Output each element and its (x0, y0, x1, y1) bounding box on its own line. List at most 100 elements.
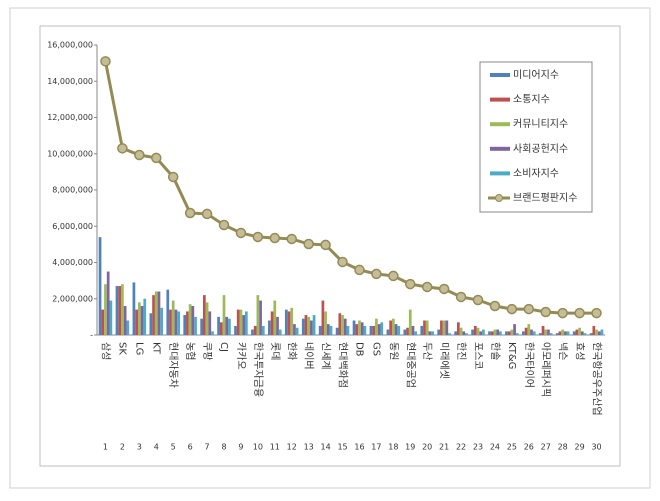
x-tick-label: 효성 (574, 342, 586, 360)
bar (253, 325, 257, 335)
bar (510, 329, 514, 335)
x-tick-label: 한솔 (489, 342, 501, 360)
legend-label: 소통지수 (513, 94, 550, 106)
x-tick-label: 미래에셋 (438, 342, 450, 379)
bar (343, 318, 347, 335)
bar (143, 298, 147, 335)
bar (123, 306, 127, 335)
bar (380, 322, 384, 335)
rank-label: 7 (205, 443, 210, 452)
bar (462, 331, 466, 335)
rank-label: 29 (575, 443, 585, 452)
x-tick-label: DB (353, 342, 364, 357)
x-tick-label: SK (116, 342, 127, 355)
bar (564, 331, 567, 335)
x-tick-label: 현대중공업 (404, 342, 417, 388)
bar (219, 322, 223, 335)
bar (273, 300, 277, 335)
line-marker (235, 227, 247, 239)
bar (431, 331, 434, 335)
bar (420, 325, 424, 335)
bar (169, 309, 172, 335)
bar (583, 333, 587, 335)
bar (408, 309, 412, 335)
line-marker (523, 303, 535, 315)
legend-swatch (490, 73, 510, 77)
bar (324, 311, 327, 335)
bar (259, 300, 262, 335)
y-tick-label: 8,000,000 (52, 186, 93, 195)
x-tick-label: 동원 (387, 342, 399, 360)
bar (397, 325, 401, 335)
bar (414, 331, 418, 335)
bar (276, 316, 279, 335)
bar (448, 333, 451, 335)
line-marker (337, 256, 348, 268)
bar (465, 333, 468, 335)
line-marker (184, 207, 196, 219)
bar (425, 320, 429, 335)
line-marker (557, 307, 568, 319)
x-tick-label: 한진 (455, 342, 467, 360)
bar (507, 331, 511, 335)
x-tick-label: 삼성 (99, 342, 111, 360)
bar (149, 313, 153, 335)
bar (496, 329, 499, 335)
x-tick-label: KT&G (506, 342, 517, 369)
bar (358, 320, 361, 335)
bar (515, 333, 519, 335)
rank-label: 4 (154, 443, 159, 452)
bar (490, 331, 494, 335)
bar (597, 331, 601, 335)
bar (406, 327, 409, 335)
x-tick-label: GS (370, 342, 381, 356)
x-tick-label: KT (150, 342, 161, 355)
rank-label: 30 (591, 443, 601, 452)
line-marker (472, 294, 484, 306)
rank-label: 26 (524, 443, 534, 452)
bar (236, 309, 240, 335)
bar (394, 324, 398, 335)
bar (566, 331, 570, 335)
x-tick-label: 넥슨 (557, 342, 569, 360)
bar (301, 318, 305, 335)
bar (118, 286, 122, 335)
rank-label: 21 (439, 443, 449, 452)
bar (488, 331, 491, 335)
bar (530, 329, 533, 335)
bar (338, 313, 342, 335)
legend-label: 사회공헌지수 (513, 143, 568, 155)
line-marker (100, 56, 111, 67)
bar (115, 286, 119, 335)
bar (234, 325, 237, 335)
bar (239, 309, 243, 335)
bar (335, 327, 339, 335)
bar (304, 315, 308, 335)
bar (346, 325, 350, 335)
line-marker (455, 291, 467, 303)
bar (479, 331, 483, 335)
bar (505, 331, 508, 335)
bar (307, 316, 311, 335)
rank-label: 22 (456, 443, 466, 452)
rank-label: 2 (120, 443, 125, 452)
legend-swatch (490, 146, 510, 151)
bar (211, 331, 214, 335)
bar (386, 329, 390, 335)
bar (188, 304, 192, 335)
bar (98, 237, 102, 335)
bar (403, 329, 407, 335)
line-marker (405, 278, 416, 290)
rank-label: 27 (541, 443, 551, 452)
line-marker (218, 219, 230, 231)
rank-label: 13 (304, 443, 314, 452)
x-tick-label: CJ (218, 342, 229, 352)
bar (312, 315, 316, 335)
bar (326, 324, 330, 335)
bar (391, 318, 395, 335)
line-marker (438, 283, 450, 295)
y-tick-label: 4,000,000 (52, 258, 93, 267)
y-tick-label: 12,000,000 (47, 113, 93, 122)
bar (203, 295, 206, 335)
rank-label: 14 (321, 443, 331, 452)
